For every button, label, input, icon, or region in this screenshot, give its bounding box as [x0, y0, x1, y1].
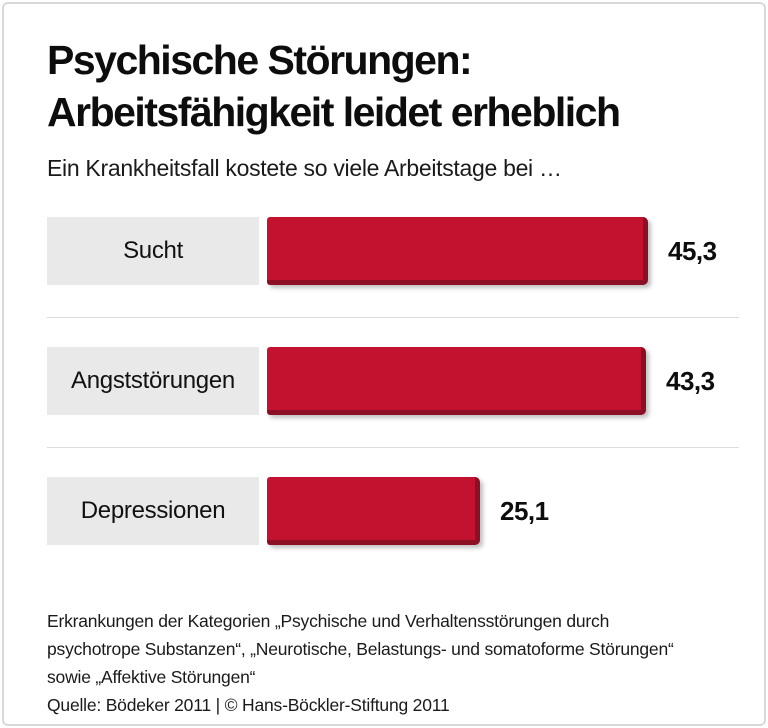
- bar-row-depressionen: Depressionen 25,1: [47, 477, 549, 545]
- bar-depressionen: [267, 477, 480, 545]
- bar-row-angststoerungen: Angststörungen 43,3: [47, 347, 715, 415]
- row-separator: [47, 447, 739, 448]
- category-label-box: Sucht: [47, 217, 259, 285]
- bar-row-sucht: Sucht 45,3: [47, 217, 717, 285]
- chart-title-line2: Arbeitsfähigkeit leidet erheblich: [47, 89, 621, 135]
- bar-value-angststoerungen: 43,3: [666, 365, 715, 396]
- footnote-line3: sowie „Affektive Störungen“: [47, 667, 256, 687]
- chart-subtitle: Ein Krankheitsfall kostete so viele Arbe…: [47, 155, 562, 181]
- chart-title: Psychische Störungen: Arbeitsfähigkeit l…: [47, 34, 621, 138]
- chart-title-line1: Psychische Störungen:: [47, 37, 473, 83]
- bar-value-depressionen: 25,1: [500, 495, 549, 526]
- bar-sucht: [267, 217, 648, 285]
- category-label: Depressionen: [80, 497, 226, 524]
- bar-value-sucht: 45,3: [668, 235, 717, 266]
- category-label: Sucht: [123, 237, 183, 264]
- bar-angststoerungen: [267, 347, 646, 415]
- footnote: Erkrankungen der Kategorien „Psychische …: [47, 607, 747, 719]
- footnote-line1: Erkrankungen der Kategorien „Psychische …: [47, 611, 610, 631]
- category-label: Angststörungen: [71, 367, 235, 394]
- footnote-line2: psychotrope Substanzen“, „Neurotische, B…: [47, 639, 674, 659]
- category-label-box: Angststörungen: [47, 347, 259, 415]
- row-separator: [47, 317, 739, 318]
- source-credit: Quelle: Bödeker 2011 | © Hans-Böckler-St…: [47, 695, 450, 715]
- category-label-box: Depressionen: [47, 477, 259, 545]
